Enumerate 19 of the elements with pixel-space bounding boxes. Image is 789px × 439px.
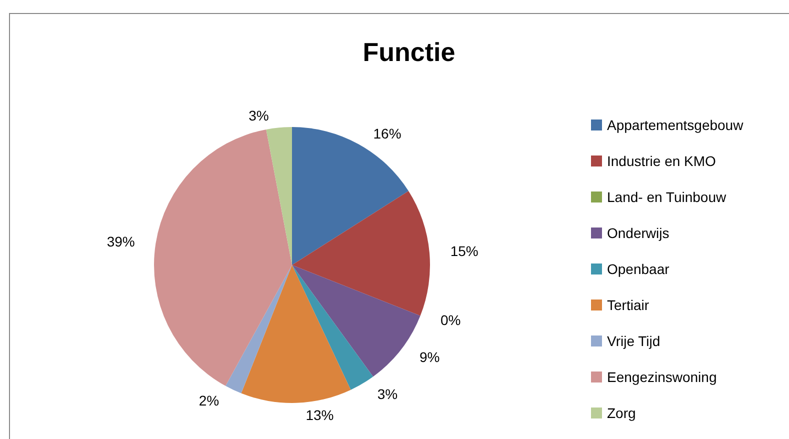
data-label: 13% [306,406,334,423]
legend-label: Tertiair [607,297,650,313]
legend-label: Eengezinswoning [607,369,717,385]
data-label: 2% [198,392,220,409]
data-label: 3% [248,108,269,124]
legend-label: Vrije Tijd [607,333,660,349]
legend-label: Zorg [607,405,636,421]
legend-label: Onderwijs [607,225,670,241]
chart-title: Functie [362,37,456,67]
data-label: 39% [106,234,135,250]
legend-label: Appartementsgebouw [607,117,744,133]
data-label: 15% [450,242,478,259]
data-label: 3% [377,386,398,402]
text: 0% [440,312,461,328]
legend-label: Industrie en KMO [607,153,716,169]
data-label: 16% [373,126,402,142]
legend-label: Openbaar [607,261,670,277]
legend-label: Land- en Tuinbouw [607,189,727,205]
data-label: 9% [420,348,440,365]
